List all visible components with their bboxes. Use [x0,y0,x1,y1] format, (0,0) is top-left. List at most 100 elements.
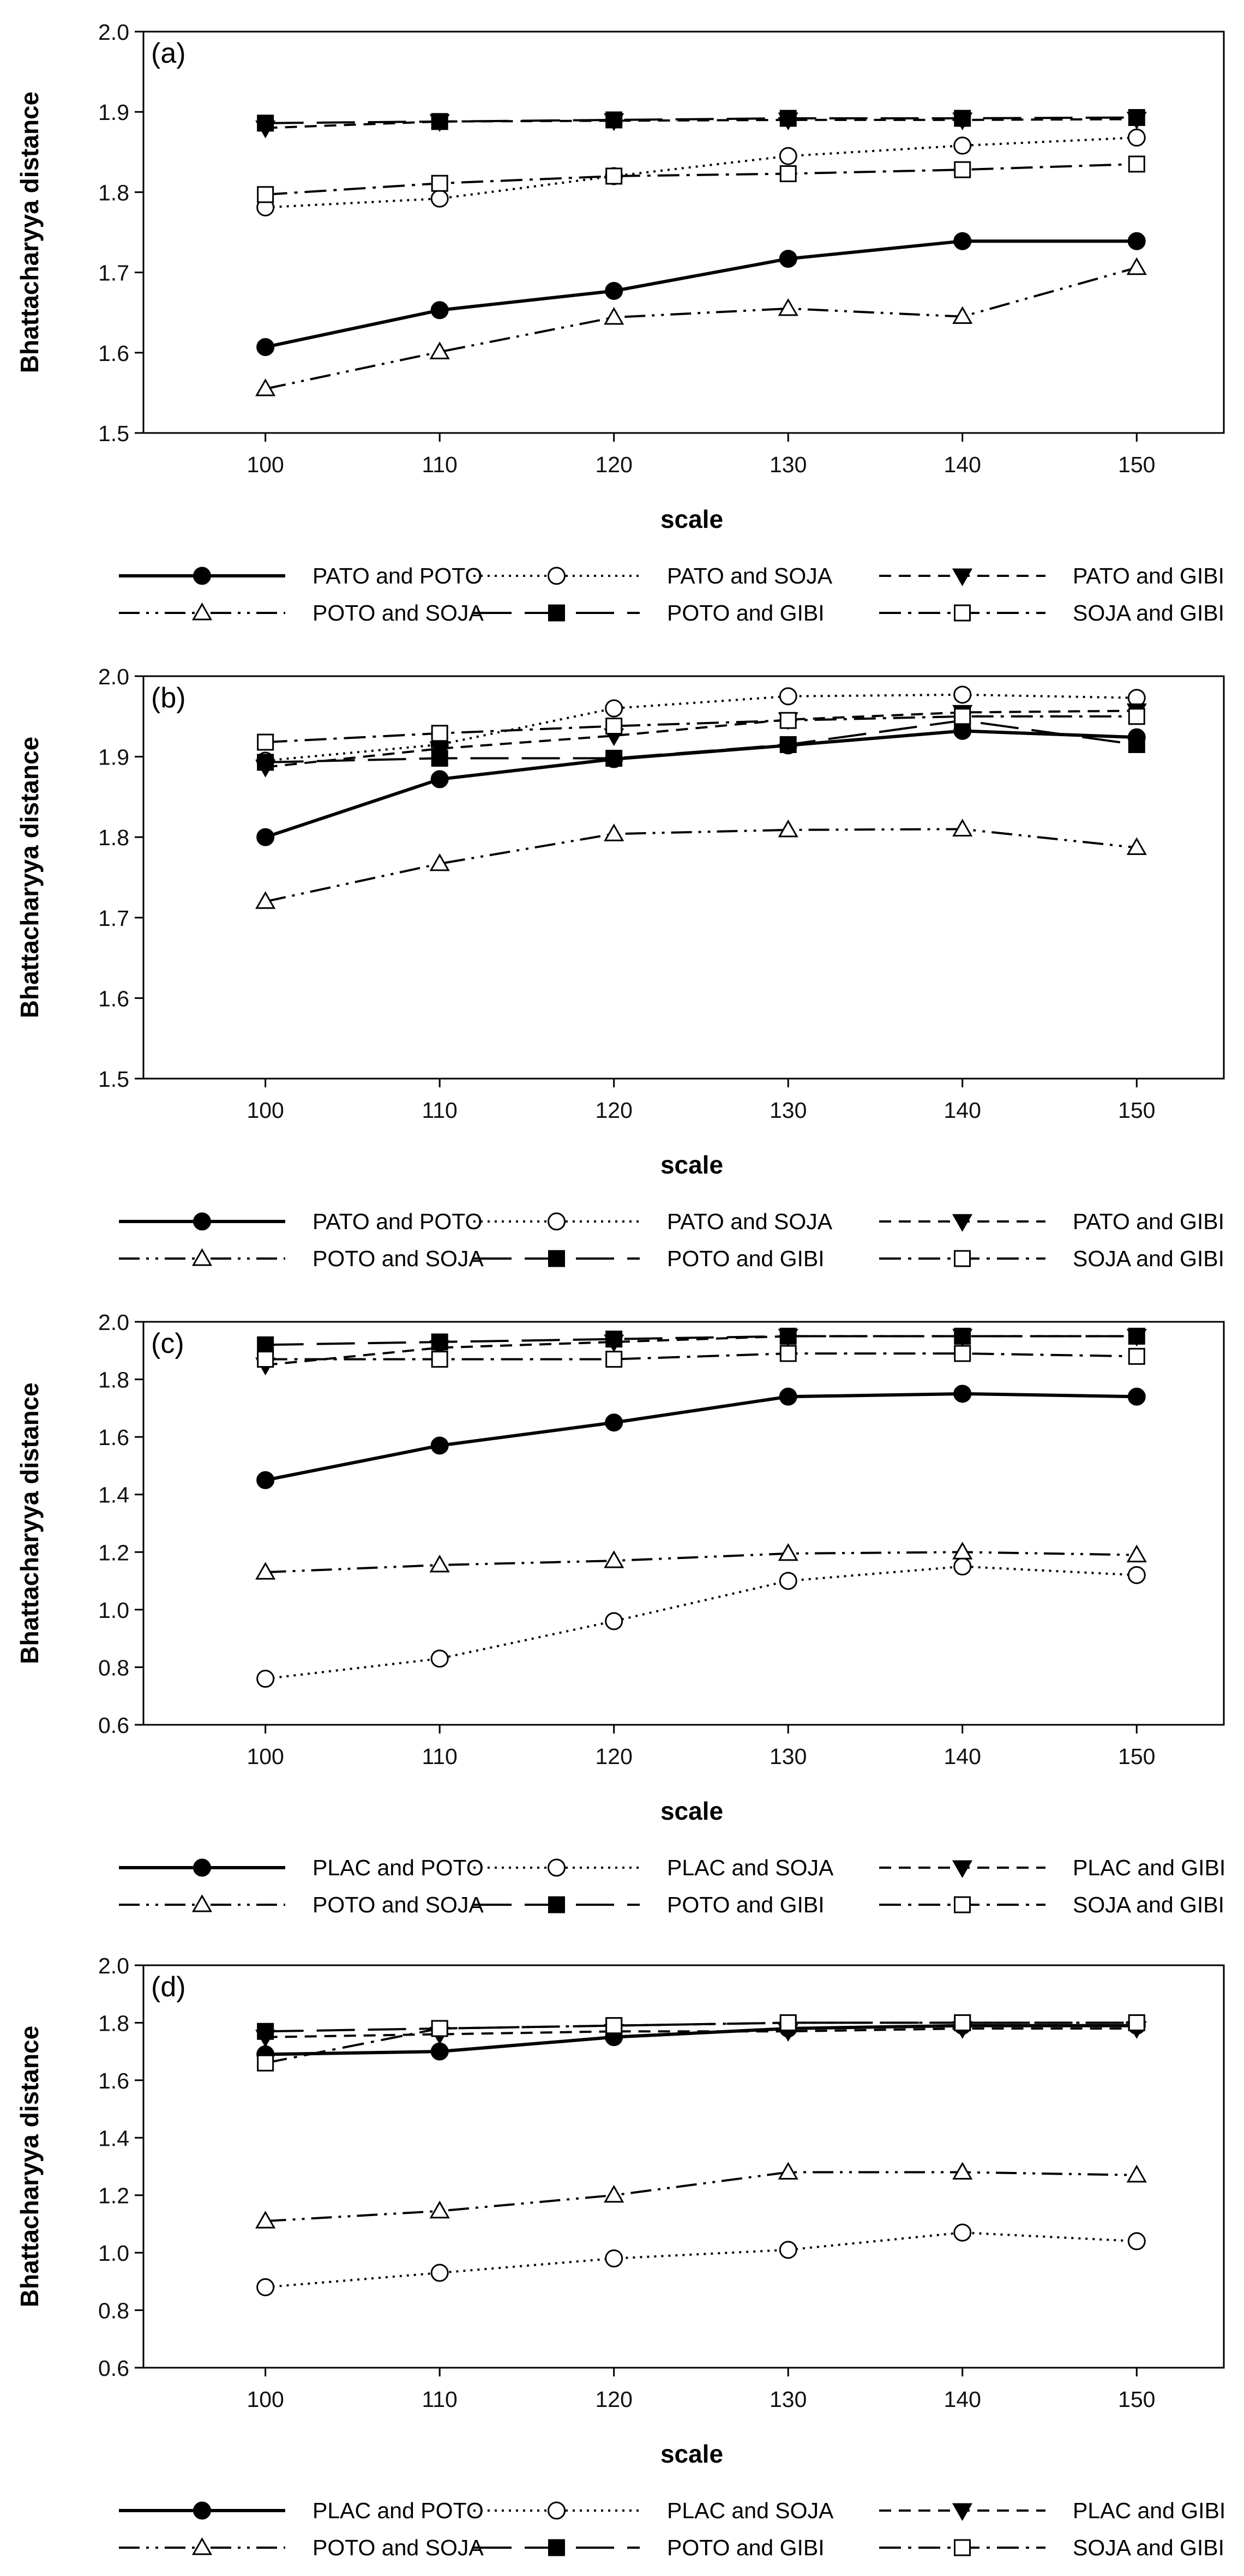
legend-item: SOJA and GIBI [879,600,1224,625]
y-tick-label: 1.7 [98,261,129,286]
y-tick-label: 1.6 [98,1425,129,1450]
series-poto-and-soja [255,1542,1147,1580]
y-axis-title: Bhattacharyya distance [15,2026,44,2307]
y-tick-label: 1.8 [98,180,129,205]
data-point [779,1327,797,1345]
legend-label: PLAC and POTO [312,2498,484,2523]
y-tick-label: 1.7 [98,906,129,931]
legend-marker [548,1896,565,1913]
data-point [430,1650,449,1668]
data-point [605,281,623,300]
plot-frame [142,1964,1225,2369]
series-poto-and-gibi [257,1327,1145,1353]
data-point [605,111,623,129]
legend-item: PLAC and SOJA [473,2498,834,2523]
x-tick-label: 150 [1118,1744,1155,1769]
y-tick-label: 1.0 [98,1598,129,1623]
legend-marker [952,568,973,587]
data-point [605,167,623,185]
data-point [605,1413,623,1432]
data-point [779,2241,797,2259]
series-pato-and-gibi [255,111,1147,139]
legend-label: POTO and GIBI [667,1246,825,1271]
data-point [604,2184,624,2203]
x-tick-label: 140 [944,1098,981,1123]
data-point [779,250,797,268]
legend-item: POTO and SOJA [119,600,484,625]
legend-marker [193,1212,211,1231]
legend-item: POTO and GIBI [473,1246,825,1271]
panel-c: 0.6 0.8 1.0 1.2 1.4 1.6 1.8 2.0 100 110 120 130 140 1… [15,1310,1225,1917]
data-point [953,136,972,155]
series-plac-and-soja [256,2223,1146,2296]
data-point [256,1471,275,1489]
data-point [954,2014,971,2031]
data-point [952,2162,973,2180]
data-point [1126,837,1147,855]
series-line [265,2024,1137,2056]
legend-label: PLAC and GIBI [1073,2498,1225,2523]
x-tick-label: 130 [770,1098,807,1123]
data-point [1127,2232,1146,2250]
legend-marker [191,1248,213,1266]
legend-marker [952,1860,973,1879]
y-axis-title: Bhattacharyya distance [15,92,44,373]
legend-item: PATO and POTO [119,1209,482,1234]
data-point [779,687,797,706]
x-tick-label: 110 [422,1744,457,1769]
data-point [952,306,973,324]
legend-marker [193,2501,211,2520]
y-axis-title: Bhattacharyya distance [15,1382,44,1664]
legend-item: POTO and GIBI [473,600,825,625]
legend-label: SOJA and GIBI [1073,2535,1224,2560]
x-tick-label: 100 [247,452,284,477]
data-point [779,1572,797,1590]
legend-marker [954,1896,971,1913]
legend-item: PLAC and GIBI [879,1855,1225,1880]
y-tick-label: 1.0 [98,2241,129,2266]
data-point [953,1385,972,1403]
y-tick-label: 2.0 [98,20,129,45]
x-tick-label: 100 [247,2387,284,2412]
data-point [605,1331,623,1348]
data-point [605,2017,623,2035]
x-tick-label: 140 [944,2387,981,2412]
y-tick-label: 0.6 [98,2356,129,2381]
x-tick-label: 100 [247,1744,284,1769]
legend-item: POTO and SOJA [119,1246,484,1271]
data-point [1127,1566,1146,1585]
legend-marker [191,1894,213,1912]
data-point [430,189,449,208]
data-point [1128,2014,1145,2031]
data-point [431,1351,448,1368]
series-poto-and-gibi [257,109,1145,132]
y-tick-label: 1.8 [98,825,129,850]
data-point [1127,128,1146,147]
plot-frame [142,675,1225,1080]
legend-label: SOJA and GIBI [1073,1246,1224,1271]
x-axis-title: scale [660,1151,723,1179]
data-point [1128,736,1145,753]
y-tick-label: 1.5 [98,1067,129,1092]
y-tick-label: 1.8 [98,2011,129,2036]
series-line [265,2231,1137,2289]
y-tick-label: 1.8 [98,1368,129,1393]
legend-label: POTO and SOJA [312,2535,484,2560]
series-line [265,1335,1137,1367]
series-pato-and-soja [256,128,1146,216]
data-point [256,1670,275,1688]
legend-marker [954,604,971,622]
data-point [1128,1327,1145,1345]
legend-label: PATO and SOJA [667,1209,833,1234]
data-point [1126,1544,1147,1563]
legend-label: POTO and SOJA [312,1892,484,1917]
legend-label: POTO and GIBI [667,2535,825,2560]
data-point [256,828,275,846]
legend-label: PATO and GIBI [1073,1209,1224,1234]
data-point [778,298,798,316]
series-soja-and-gibi [257,2014,1145,2072]
legend-item: PATO and GIBI [879,563,1224,588]
data-point [257,2023,274,2040]
x-tick-label: 130 [770,2387,807,2412]
